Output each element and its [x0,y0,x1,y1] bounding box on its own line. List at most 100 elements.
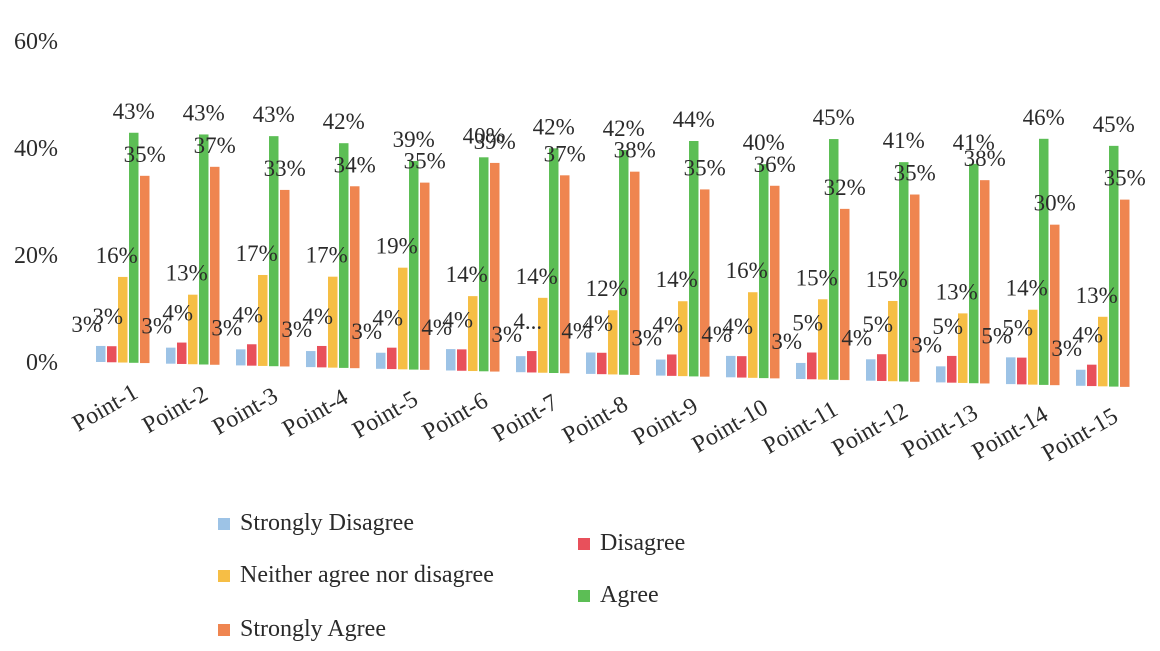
bar-agree-3 [269,136,279,367]
x-tick-label: Point-6 [418,388,492,446]
legend-item-agree: Agree [578,582,659,609]
bar-neither-agree-nor-disagree-12 [888,300,898,382]
bar-strongly-agree-11 [840,208,850,381]
bar-agree-8 [619,150,629,375]
data-label: 39% [393,127,435,152]
legend-swatch [578,537,590,550]
bar-strongly-agree-15 [1120,199,1130,387]
data-label: 5% [981,323,1012,348]
bar-strongly-disagree-6 [446,349,456,371]
data-label: 5% [792,311,823,336]
data-label: 3% [92,304,123,329]
bar-neither-agree-nor-disagree-4 [328,276,338,368]
bar-strongly-disagree-2 [166,347,176,364]
data-label: 3% [491,322,522,347]
bar-agree-4 [339,143,349,368]
data-label: 14% [1006,276,1048,301]
bar-agree-11 [829,139,839,380]
data-label: 4% [561,319,592,344]
bar-disagree-9 [667,354,677,376]
bar-strongly-disagree-10 [726,355,736,378]
data-label: 33% [264,156,306,181]
data-label: 46% [1023,105,1065,130]
bar-disagree-2 [177,342,187,364]
bar-strongly-agree-12 [910,194,920,382]
bar-agree-10 [759,164,769,379]
data-label: 13% [936,279,978,304]
data-label: 4% [841,325,872,350]
bar-strongly-agree-4 [350,186,360,369]
x-tick-label: Point-5 [348,386,422,444]
legend-swatch [218,569,230,582]
data-label: 40% [463,123,505,148]
data-label: 42% [603,116,645,141]
x-tick-label: Point-10 [688,395,773,459]
bar-strongly-disagree-7 [516,356,526,373]
x-tick-label: Point-3 [208,383,282,441]
data-label: 5% [862,312,893,337]
data-label: 34% [334,152,376,177]
legend-item-strongly-agree: Strongly Agree [218,616,386,643]
data-label: 38% [964,146,1006,171]
bar-disagree-13 [947,355,957,383]
bar-disagree-14 [1017,357,1027,385]
bar-disagree-5 [387,347,397,370]
x-tick-label: Point-4 [278,384,352,442]
bar-agree-5 [409,160,419,370]
bar-agree-14 [1039,138,1049,385]
data-label: 35% [124,142,166,167]
legend-item-disagree: Disagree [578,530,685,557]
bar-neither-agree-nor-disagree-15 [1098,316,1108,387]
data-label: 4% [652,312,683,337]
bar-strongly-agree-2 [210,166,220,365]
bar-disagree-12 [877,354,887,381]
data-label: 13% [1076,283,1118,308]
bar-disagree-4 [317,345,327,368]
legend-swatch [218,517,230,530]
bar-disagree-3 [247,344,257,366]
bar-neither-agree-nor-disagree-5 [398,267,408,370]
bar-strongly-agree-6 [490,162,500,372]
bar-strongly-disagree-13 [936,366,946,383]
data-label: 4% [722,314,753,339]
bar-agree-2 [199,134,209,365]
bar-agree-15 [1109,145,1119,387]
bar-neither-agree-nor-disagree-1 [118,276,128,363]
y-tick-label: 60% [14,29,58,55]
data-label: 3% [141,314,172,339]
bar-strongly-agree-3 [280,189,290,367]
data-label: 41% [883,128,925,153]
data-label: 3% [1051,336,1082,361]
bar-disagree-7 [527,351,537,373]
data-label: 3% [631,326,662,351]
data-label: 35% [404,149,446,174]
data-label: 14% [656,267,698,292]
data-label: 45% [813,105,855,130]
data-label: 4% [302,304,333,329]
legend-label: Strongly Agree [240,616,386,642]
legend-label: Agree [600,582,659,608]
bar-strongly-agree-7 [560,175,570,374]
data-label: 35% [684,155,726,180]
bar-strongly-disagree-3 [236,349,246,366]
data-label: 5% [1002,316,1033,341]
bar-neither-agree-nor-disagree-14 [1028,309,1038,385]
data-label: 42% [323,109,365,134]
data-label: 4... [513,309,542,334]
bar-strongly-agree-13 [980,180,990,384]
data-label: 35% [894,161,936,186]
bar-disagree-8 [597,352,607,375]
bar-strongly-agree-14 [1050,224,1060,386]
legend-label: Strongly Disagree [240,510,414,536]
data-label: 43% [113,99,155,124]
data-label: 44% [673,107,715,132]
bar-strongly-disagree-8 [586,352,596,374]
data-label: 43% [253,102,295,127]
data-label: 16% [96,243,138,268]
data-label: 3% [351,319,382,344]
bar-disagree-15 [1087,364,1097,387]
data-label: 37% [194,133,236,158]
bar-strongly-disagree-11 [796,362,806,379]
bar-strongly-agree-8 [630,171,640,375]
data-label: 15% [796,265,838,290]
